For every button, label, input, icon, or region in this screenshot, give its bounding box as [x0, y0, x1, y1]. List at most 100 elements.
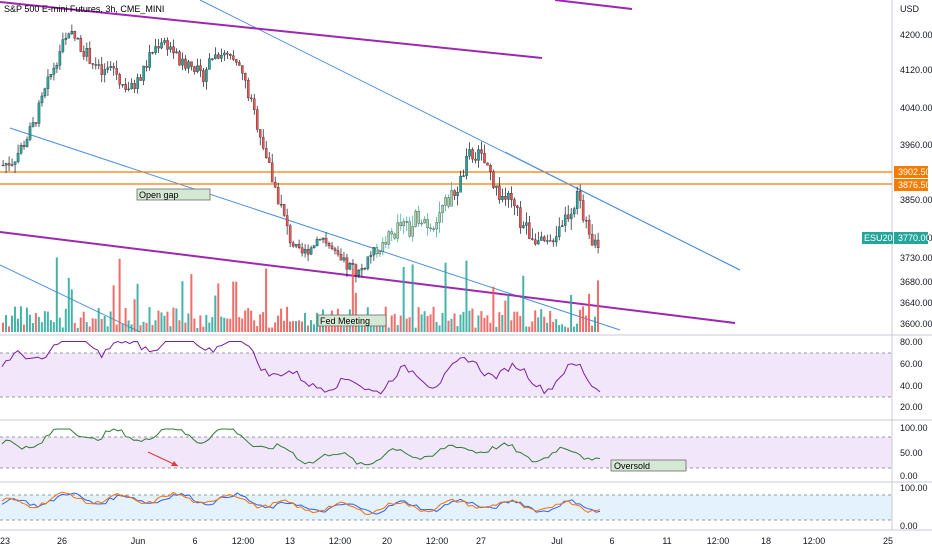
candle-body[interactable]: [160, 42, 163, 49]
candle-body[interactable]: [112, 66, 115, 69]
candle-body[interactable]: [258, 129, 262, 138]
candle-body[interactable]: [420, 222, 423, 225]
candle-body[interactable]: [402, 221, 406, 227]
candle-body[interactable]: [100, 64, 104, 75]
candle-body[interactable]: [411, 226, 414, 237]
candle-body[interactable]: [525, 222, 528, 226]
candle-body[interactable]: [318, 239, 322, 241]
candle-body[interactable]: [516, 205, 519, 208]
candle-body[interactable]: [291, 242, 295, 247]
candle-body[interactable]: [169, 46, 172, 50]
candle-body[interactable]: [587, 220, 591, 235]
candle-body[interactable]: [546, 240, 549, 242]
candle-body[interactable]: [549, 240, 552, 242]
candle-body[interactable]: [489, 165, 492, 172]
candle-body[interactable]: [7, 163, 11, 166]
candle-body[interactable]: [486, 162, 489, 166]
candle-body[interactable]: [366, 256, 370, 269]
candle-body[interactable]: [28, 126, 32, 140]
candle-body[interactable]: [163, 40, 166, 43]
candle-body[interactable]: [474, 158, 477, 161]
candle-body[interactable]: [555, 236, 558, 243]
candle-body[interactable]: [16, 153, 20, 162]
candle-body[interactable]: [540, 236, 543, 241]
candle-body[interactable]: [220, 54, 223, 59]
candle-body[interactable]: [157, 46, 160, 49]
candle-body[interactable]: [396, 222, 400, 239]
candle-body[interactable]: [417, 210, 420, 224]
candle-body[interactable]: [127, 88, 130, 91]
candle-body[interactable]: [181, 58, 184, 66]
candle-body[interactable]: [578, 191, 582, 201]
candle-body[interactable]: [67, 33, 71, 39]
candle-body[interactable]: [435, 222, 438, 230]
oversold-callout[interactable]: Oversold: [610, 459, 687, 472]
candle-body[interactable]: [118, 74, 121, 85]
candle-body[interactable]: [501, 196, 504, 200]
candle-body[interactable]: [495, 185, 498, 188]
candle-body[interactable]: [312, 245, 316, 249]
candle-body[interactable]: [306, 248, 310, 255]
candle-body[interactable]: [49, 74, 53, 78]
candle-body[interactable]: [384, 242, 388, 245]
candle-body[interactable]: [300, 247, 304, 254]
candle-body[interactable]: [151, 52, 154, 54]
candle-body[interactable]: [264, 147, 268, 159]
candle-body[interactable]: [22, 145, 26, 147]
candle-body[interactable]: [477, 149, 480, 161]
candle-body[interactable]: [115, 68, 118, 75]
candle-body[interactable]: [357, 269, 361, 276]
candle-body[interactable]: [4, 163, 8, 166]
candle-body[interactable]: [581, 200, 585, 221]
candle-body[interactable]: [510, 193, 513, 200]
candle-body[interactable]: [492, 171, 495, 188]
candle-body[interactable]: [285, 215, 289, 227]
candle-body[interactable]: [43, 88, 47, 97]
candle-body[interactable]: [513, 199, 516, 207]
candle-body[interactable]: [405, 221, 408, 223]
candle-body[interactable]: [336, 250, 340, 255]
candle-body[interactable]: [106, 67, 110, 70]
candle-body[interactable]: [91, 63, 95, 65]
candle-body[interactable]: [522, 225, 525, 228]
candle-body[interactable]: [273, 182, 277, 188]
open-gap-callout[interactable]: Open gap: [136, 188, 211, 201]
candle-body[interactable]: [543, 236, 546, 241]
candle-body[interactable]: [569, 213, 573, 220]
candle-body[interactable]: [232, 55, 235, 60]
candle-body[interactable]: [178, 51, 181, 66]
candle-body[interactable]: [381, 242, 385, 252]
candle-body[interactable]: [124, 84, 127, 90]
candle-body[interactable]: [519, 207, 522, 228]
candle-body[interactable]: [82, 51, 86, 57]
candle-body[interactable]: [471, 149, 474, 160]
candle-body[interactable]: [175, 51, 178, 54]
candle-body[interactable]: [211, 58, 214, 60]
candle-body[interactable]: [58, 51, 62, 66]
candle-body[interactable]: [369, 254, 373, 257]
candle-body[interactable]: [342, 257, 346, 261]
candle-body[interactable]: [348, 263, 352, 270]
candle-body[interactable]: [537, 240, 540, 245]
candle-body[interactable]: [13, 161, 17, 165]
candle-body[interactable]: [46, 76, 50, 89]
candle-body[interactable]: [190, 61, 193, 67]
candle-body[interactable]: [363, 267, 367, 270]
candle-body[interactable]: [566, 214, 570, 220]
candle-body[interactable]: [103, 69, 107, 75]
candle-body[interactable]: [465, 156, 468, 176]
candle-body[interactable]: [34, 122, 38, 124]
candle-body[interactable]: [297, 243, 301, 248]
candle-body[interactable]: [97, 64, 101, 66]
fed-meeting-callout[interactable]: Fed Meeting: [317, 314, 387, 327]
candle-body[interactable]: [142, 65, 145, 81]
candle-body[interactable]: [199, 65, 202, 71]
candle-body[interactable]: [187, 61, 190, 69]
candle-body[interactable]: [279, 203, 283, 206]
candle-body[interactable]: [590, 234, 594, 246]
candle-body[interactable]: [136, 77, 139, 89]
candle-body[interactable]: [483, 153, 486, 164]
candle-body[interactable]: [70, 31, 74, 35]
candle-body[interactable]: [387, 231, 391, 245]
